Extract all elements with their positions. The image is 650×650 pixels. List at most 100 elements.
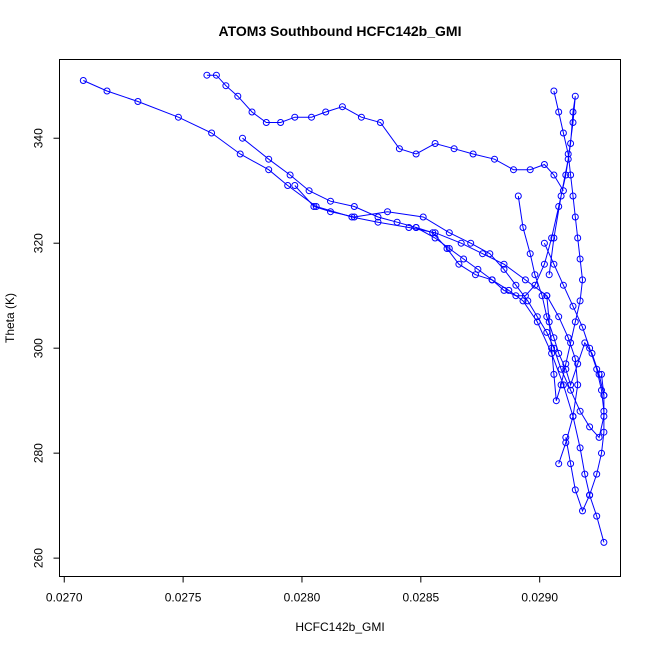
data-point — [521, 292, 529, 300]
data-point — [208, 129, 216, 137]
series-line — [543, 242, 605, 513]
data-point — [510, 166, 517, 174]
data-point — [588, 349, 596, 357]
data-point — [562, 171, 570, 179]
data-point — [467, 239, 475, 247]
data-point — [576, 297, 584, 305]
data-point — [460, 255, 468, 263]
data-point — [277, 119, 285, 126]
y-tick-label: 320 — [32, 233, 46, 253]
data-point — [512, 281, 520, 289]
data-series — [79, 77, 582, 468]
data-point — [540, 239, 548, 247]
data-point — [545, 271, 553, 279]
data-point — [486, 250, 494, 258]
data-series — [540, 239, 608, 515]
data-point — [134, 98, 142, 105]
data-point — [600, 407, 608, 415]
data-point — [579, 323, 586, 331]
data-point — [327, 208, 334, 216]
series-line — [242, 137, 605, 543]
data-point — [376, 119, 384, 126]
data-point — [431, 234, 439, 242]
data-point — [234, 92, 242, 100]
data-point — [567, 339, 575, 347]
data-point — [550, 370, 558, 378]
data-point — [505, 286, 513, 294]
data-point — [567, 140, 575, 147]
data-series — [203, 71, 567, 195]
data-point — [548, 234, 556, 242]
data-point — [526, 250, 534, 258]
data-point — [571, 318, 579, 326]
data-point — [555, 203, 563, 210]
data-point — [576, 407, 584, 415]
data-series — [291, 182, 608, 441]
data-series — [514, 192, 608, 399]
data-point — [500, 286, 508, 294]
y-axis: 260 280 300 320 340 — [32, 128, 60, 568]
data-point — [559, 381, 567, 389]
data-point — [450, 145, 458, 153]
data-point — [431, 140, 439, 147]
data-point — [559, 281, 567, 289]
data-point — [79, 77, 87, 84]
data-series — [543, 87, 586, 405]
data-point — [567, 171, 575, 179]
data-point — [600, 538, 608, 546]
data-point — [322, 108, 330, 116]
data-point — [469, 150, 477, 158]
data-point — [559, 129, 567, 137]
data-point — [419, 213, 427, 221]
y-tick-label: 340 — [32, 128, 46, 148]
data-point — [531, 271, 539, 279]
x-tick-label: 0.0285 — [402, 591, 439, 605]
data-point — [239, 134, 246, 142]
data-point — [557, 381, 565, 389]
data-point — [569, 192, 577, 200]
chart-title: ATOM3 Southbound HCFC142b_GMI — [219, 23, 462, 39]
data-point — [248, 108, 256, 116]
data-point — [445, 245, 453, 252]
data-point — [457, 239, 465, 247]
data-point — [474, 265, 482, 273]
data-point — [586, 423, 594, 431]
data-point — [203, 71, 211, 79]
data-point — [286, 171, 294, 179]
data-point — [567, 386, 575, 394]
data-point — [350, 213, 358, 221]
data-point — [576, 255, 584, 263]
data-point — [555, 108, 563, 116]
data-point — [327, 197, 334, 205]
data-point — [567, 381, 575, 389]
data-point — [405, 224, 413, 231]
data-point — [571, 486, 579, 494]
data-point — [265, 166, 273, 174]
data-point — [445, 229, 453, 237]
data-point — [491, 155, 498, 163]
data-point — [598, 449, 605, 457]
data-point — [548, 344, 556, 352]
data-point — [412, 150, 420, 158]
y-tick-label: 280 — [32, 443, 46, 463]
x-tick-label: 0.0280 — [284, 591, 321, 605]
data-point — [395, 145, 403, 153]
data-point — [540, 161, 548, 168]
data-point — [569, 412, 577, 420]
data-point — [538, 292, 546, 300]
data-point — [533, 313, 541, 321]
data-point — [562, 360, 570, 368]
data-point — [569, 302, 577, 310]
data-point — [291, 113, 299, 121]
data-point — [581, 470, 589, 478]
data-point — [593, 512, 601, 520]
data-point — [557, 365, 565, 373]
data-point — [374, 218, 382, 226]
data-point — [384, 208, 391, 216]
data-point — [574, 360, 582, 368]
data-point — [579, 507, 586, 515]
data-point — [526, 166, 534, 174]
data-point — [550, 171, 558, 179]
data-point — [569, 119, 577, 126]
data-point — [593, 470, 601, 478]
